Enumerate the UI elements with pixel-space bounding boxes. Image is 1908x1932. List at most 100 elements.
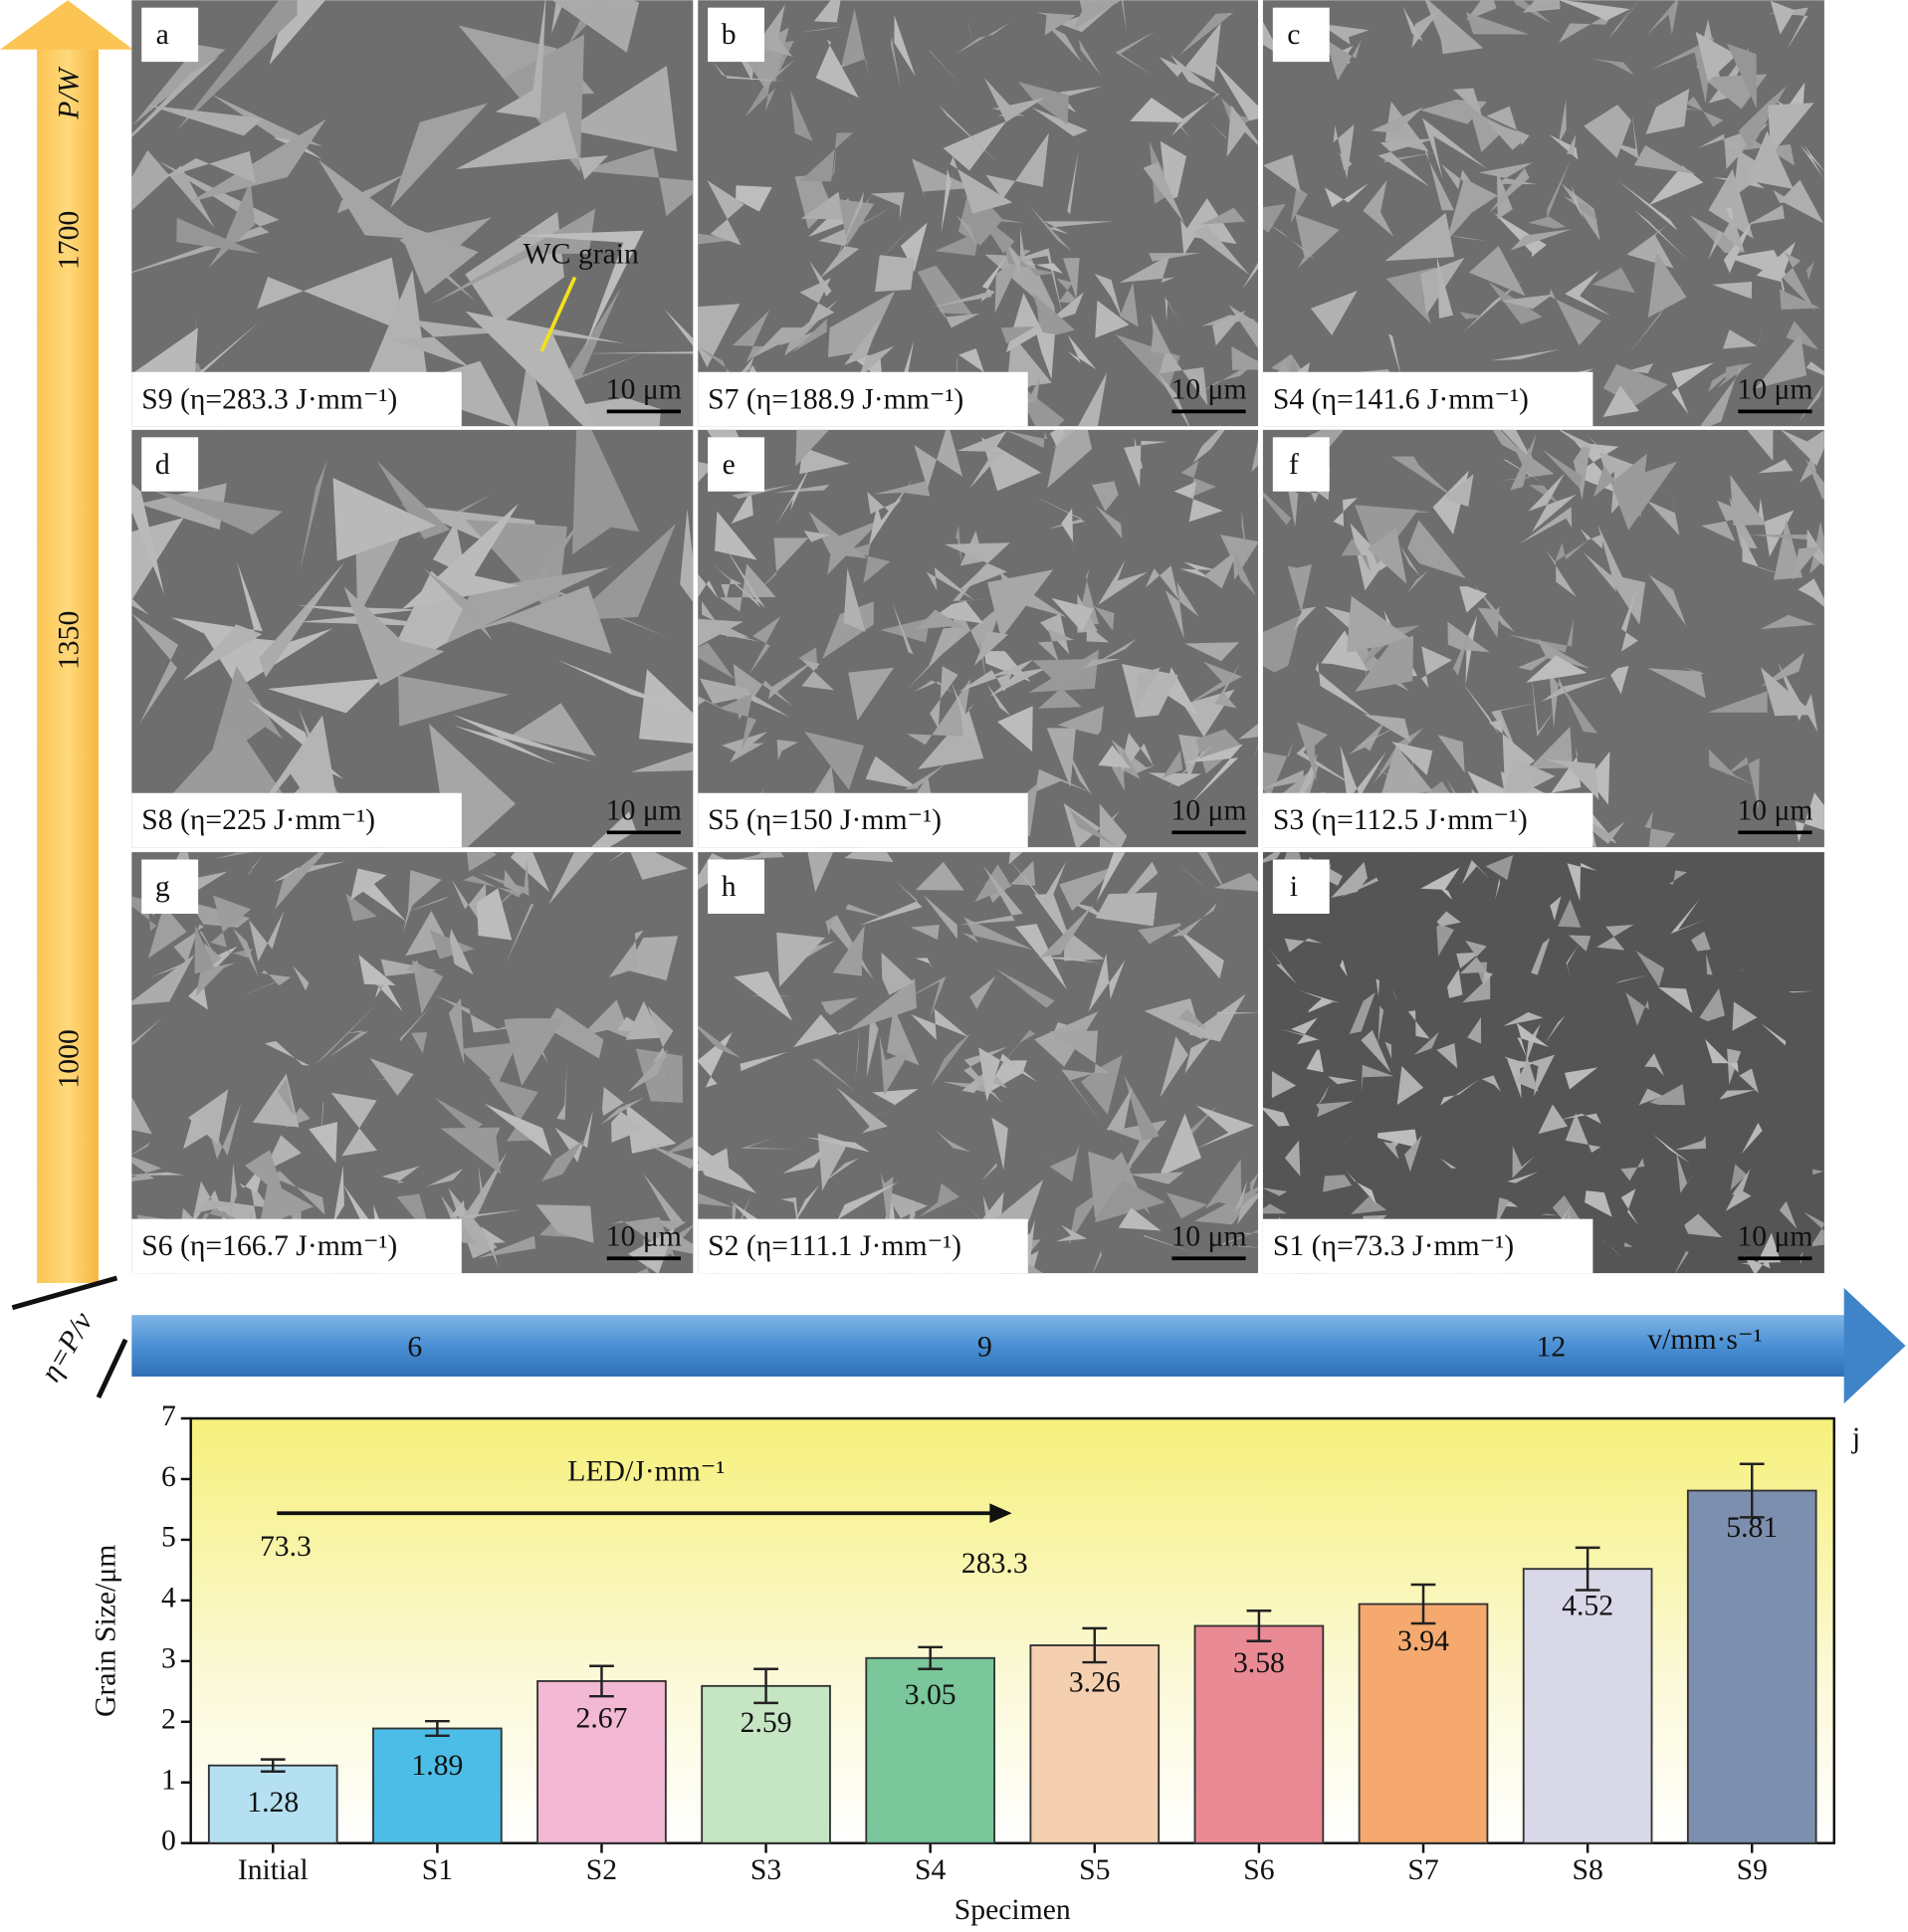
y-tick-label: 2 xyxy=(161,1704,176,1736)
grain xyxy=(1138,923,1181,945)
grain xyxy=(359,269,431,400)
grain xyxy=(1774,519,1803,580)
grain xyxy=(1726,43,1758,109)
grain xyxy=(176,217,260,254)
speed-arrow xyxy=(131,1287,1906,1404)
micrograph: h S2 (η=111.1 J·mm⁻¹) 10 μm xyxy=(698,852,1258,1274)
annotation: LED/J·mm⁻¹ xyxy=(567,1455,725,1487)
grain xyxy=(731,490,753,525)
grain xyxy=(911,158,973,199)
grain xyxy=(1173,481,1223,523)
grain xyxy=(1588,751,1610,805)
grain xyxy=(1684,1213,1723,1238)
grain xyxy=(153,491,283,536)
grain xyxy=(229,978,282,1006)
grain xyxy=(449,929,474,975)
grain xyxy=(1220,535,1258,580)
grain xyxy=(978,1047,1038,1102)
grain xyxy=(1296,722,1328,782)
grain xyxy=(483,1103,552,1157)
grain xyxy=(698,233,742,277)
grain xyxy=(1350,523,1389,591)
grain xyxy=(1399,545,1425,584)
arrow-head xyxy=(1843,1287,1906,1404)
grain xyxy=(185,315,260,388)
grain xyxy=(832,925,865,976)
grain xyxy=(1708,216,1746,261)
grain xyxy=(1746,130,1794,189)
grain xyxy=(1671,362,1714,415)
grain xyxy=(1325,39,1362,82)
grain xyxy=(1739,1068,1759,1094)
grain xyxy=(1143,1234,1195,1254)
grain xyxy=(1565,270,1611,317)
grain xyxy=(1098,745,1131,768)
grain xyxy=(610,1216,676,1258)
grain xyxy=(131,954,195,1005)
grain xyxy=(831,147,837,178)
grain xyxy=(131,55,221,137)
grain xyxy=(792,1014,852,1048)
grain xyxy=(1649,1083,1686,1106)
x-tick-label: S5 xyxy=(1079,1854,1110,1886)
grain xyxy=(943,120,1007,171)
grain xyxy=(719,563,776,612)
grain xyxy=(350,868,387,901)
grain xyxy=(1340,745,1386,801)
grain xyxy=(1812,1169,1824,1176)
grain xyxy=(1046,728,1076,788)
grain xyxy=(1635,951,1665,987)
grain xyxy=(1241,510,1248,565)
grain xyxy=(1391,987,1397,1001)
grain xyxy=(1063,257,1080,300)
grain xyxy=(1604,111,1639,159)
value-label: 5.81 xyxy=(1726,1512,1778,1544)
grain xyxy=(776,740,798,760)
grain xyxy=(1384,101,1429,152)
grain xyxy=(715,511,757,560)
grain xyxy=(1805,261,1814,281)
grain xyxy=(477,1235,536,1258)
grain xyxy=(1363,714,1411,743)
y-tick-label: 4 xyxy=(161,1583,176,1614)
grain xyxy=(916,609,966,630)
grain xyxy=(983,78,1045,122)
grain xyxy=(1238,723,1258,760)
grain xyxy=(1769,7,1808,51)
grain xyxy=(131,597,149,615)
grain xyxy=(734,970,793,1021)
grain xyxy=(1328,1076,1358,1085)
x-tick-label: S6 xyxy=(1243,1854,1274,1886)
grain xyxy=(944,542,1010,591)
bar xyxy=(1358,1603,1489,1844)
grain xyxy=(1214,62,1258,121)
grain xyxy=(1742,536,1798,579)
grain xyxy=(213,852,254,860)
grain xyxy=(1262,769,1304,789)
grain xyxy=(1390,456,1454,498)
grain xyxy=(1519,507,1573,544)
grain xyxy=(1436,911,1461,927)
grain xyxy=(1669,870,1687,885)
grain xyxy=(698,346,735,393)
grain xyxy=(1605,573,1646,625)
grain xyxy=(166,724,287,800)
grain xyxy=(1192,429,1225,464)
grain xyxy=(1306,1049,1324,1073)
grain xyxy=(1129,1172,1184,1184)
grain xyxy=(611,1112,646,1143)
grain xyxy=(590,811,637,848)
grain xyxy=(1324,182,1370,208)
grain xyxy=(189,118,326,203)
grain xyxy=(1747,429,1774,462)
grain xyxy=(1536,638,1590,669)
grain xyxy=(1749,535,1810,540)
grain xyxy=(1436,256,1454,319)
grain xyxy=(1404,1135,1422,1173)
grain xyxy=(892,602,914,655)
grain xyxy=(1094,274,1123,319)
grain xyxy=(449,1199,523,1218)
scale-bar-label: 10 μm xyxy=(606,794,682,826)
grain xyxy=(1144,998,1203,1040)
